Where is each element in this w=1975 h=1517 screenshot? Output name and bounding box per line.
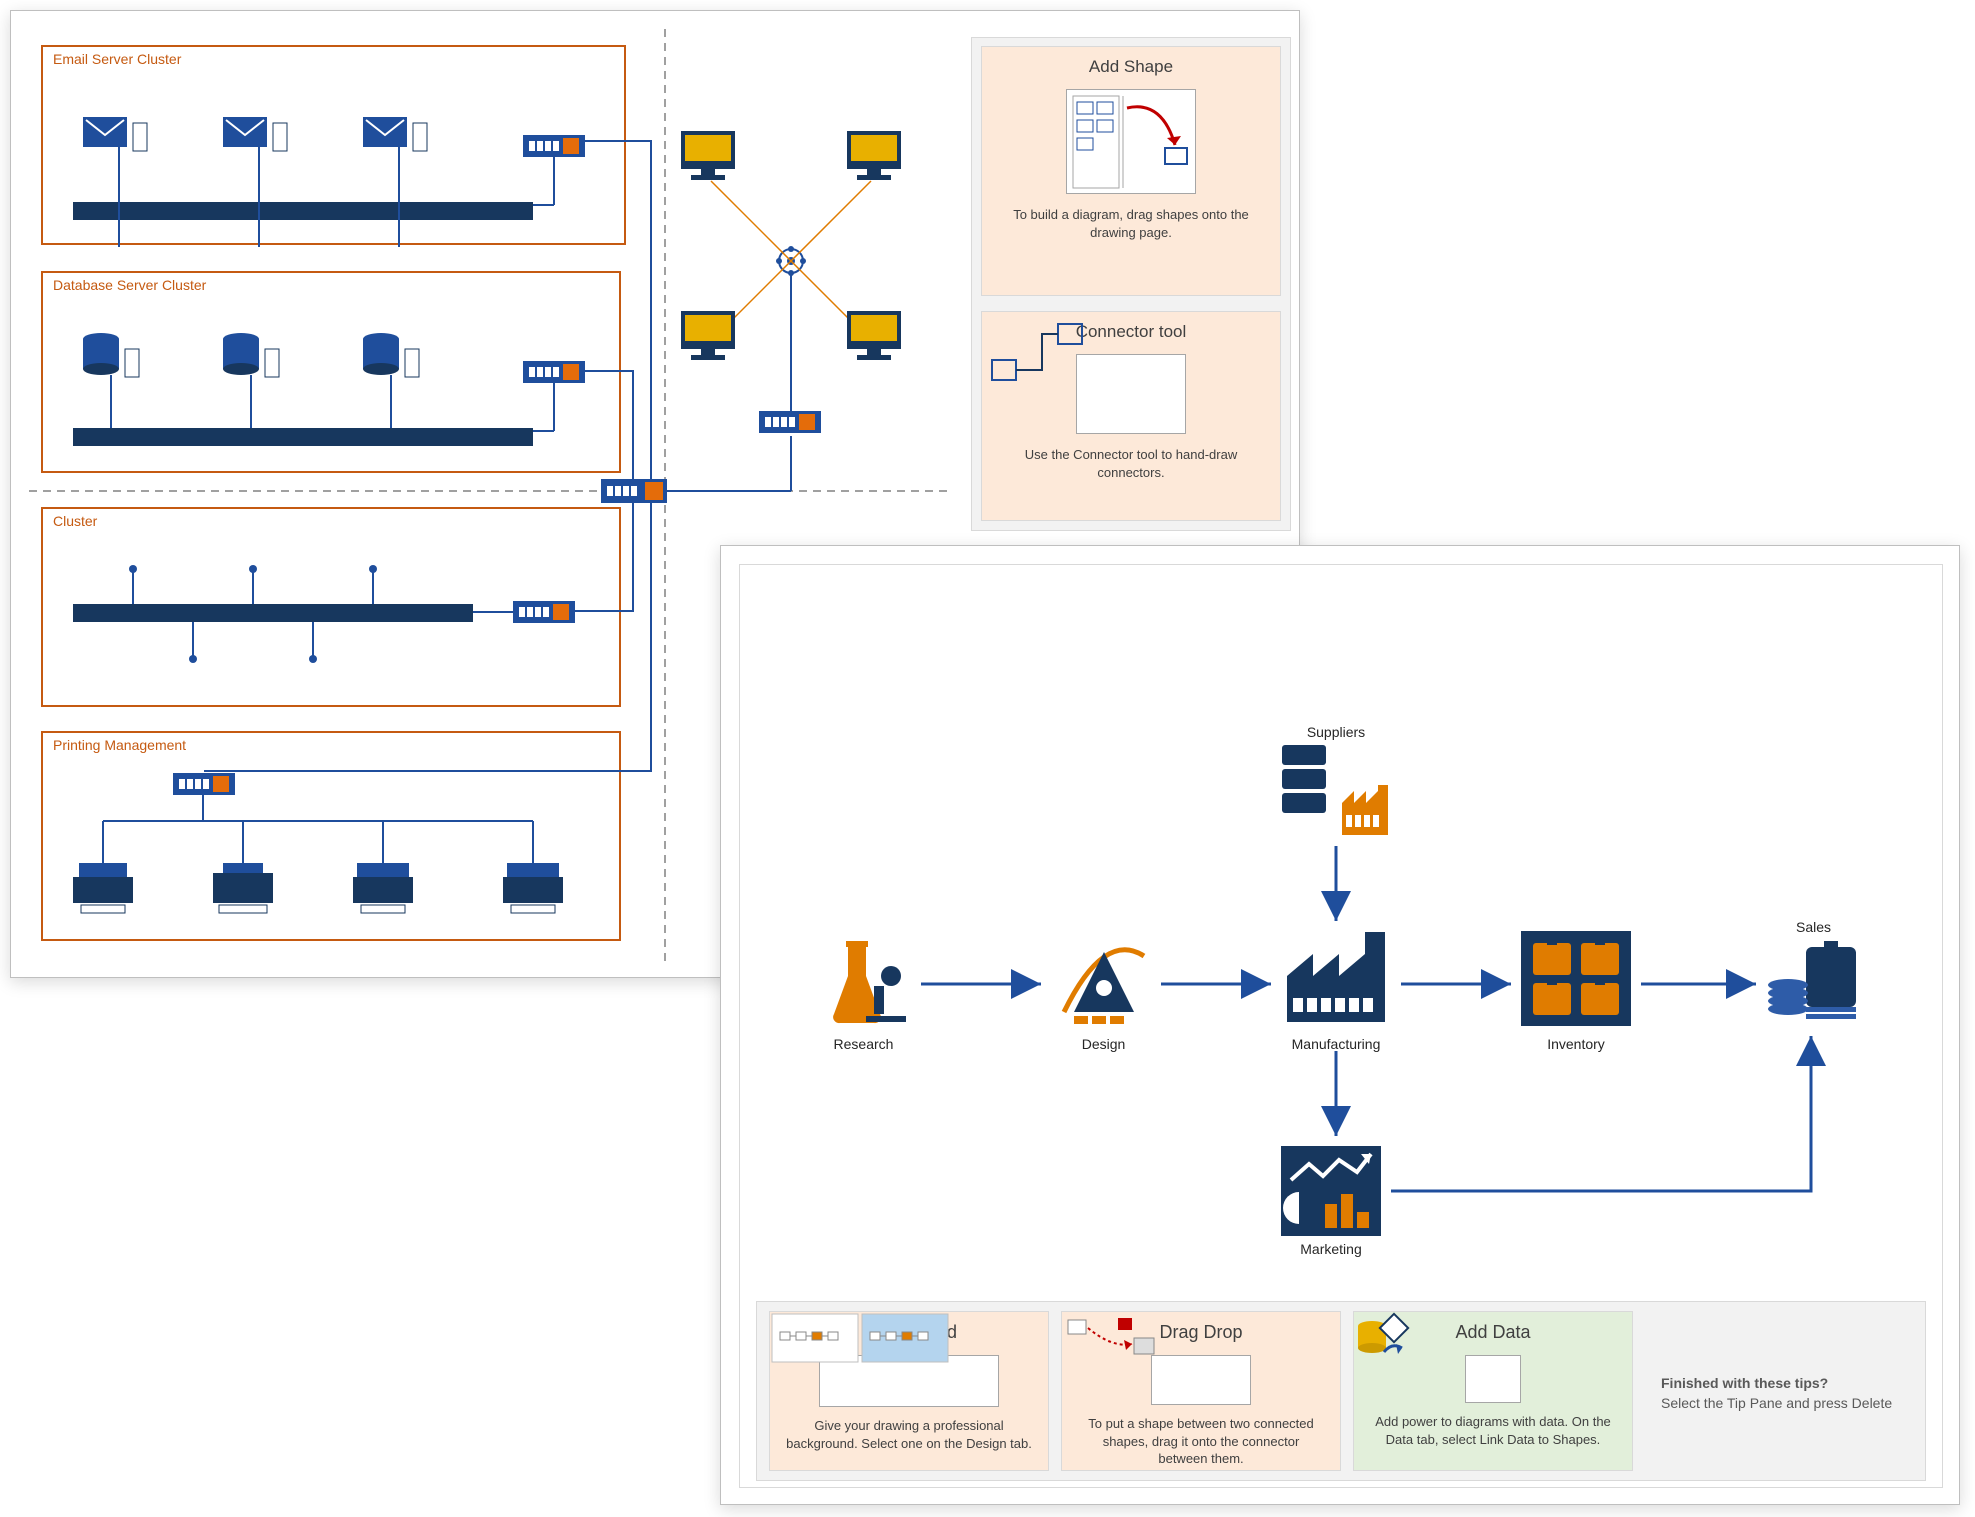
generic-cluster-svg	[43, 509, 623, 709]
marketing-icon	[1281, 1146, 1381, 1236]
design-icon	[1056, 936, 1151, 1026]
connector-tool-tip: Connector tool Use the Connector tool to…	[981, 311, 1281, 521]
tip-caption: Give your drawing a professional backgro…	[770, 1407, 1048, 1464]
generic-cluster: Cluster	[41, 507, 621, 707]
finished-tips-text: Finished with these tips? Select the Tip…	[1661, 1374, 1911, 1413]
sales-icon	[1766, 931, 1861, 1026]
email-server-cluster: Email Server Cluster	[41, 45, 626, 245]
manufacturing-label: Manufacturing	[1273, 1036, 1399, 1052]
tip-caption: To build a diagram, drag shapes onto the…	[982, 194, 1280, 255]
process-flow-window: Research Design Manufacturing	[720, 545, 1960, 1505]
finished-line2: Select the Tip Pane and press Delete	[1661, 1394, 1911, 1414]
add-shape-tip: Add Shape To build a diagram, drag shape…	[981, 46, 1281, 296]
sales-label: Sales	[1766, 919, 1861, 935]
design-label: Design	[1056, 1036, 1151, 1052]
print-cluster-svg	[43, 733, 623, 943]
background-tip: Background Give your drawing a professio…	[769, 1311, 1049, 1471]
drag-drop-tip: Drag Drop To put a shape between two con…	[1061, 1311, 1341, 1471]
suppliers-label: Suppliers	[1281, 724, 1391, 740]
add-data-tip: Add Data Add power to diagrams with data…	[1353, 1311, 1633, 1471]
tip-illustration	[1151, 1355, 1251, 1405]
research-label: Research	[816, 1036, 911, 1052]
tip-illustration	[1465, 1355, 1521, 1403]
database-server-cluster: Database Server Cluster	[41, 271, 621, 473]
email-cluster-svg	[43, 47, 628, 247]
research-icon	[816, 936, 911, 1026]
inventory-icon	[1521, 931, 1631, 1026]
marketing-label: Marketing	[1281, 1241, 1381, 1257]
tip-title: Add Shape	[982, 47, 1280, 77]
inventory-label: Inventory	[1521, 1036, 1631, 1052]
manufacturing-icon	[1281, 926, 1391, 1026]
printing-management-cluster: Printing Management	[41, 731, 621, 941]
db-cluster-svg	[43, 273, 623, 475]
tip-caption: To put a shape between two connected sha…	[1062, 1405, 1340, 1480]
tip-caption: Add power to diagrams with data. On the …	[1354, 1403, 1632, 1460]
tip-illustration	[1076, 354, 1186, 434]
tip-illustration	[1066, 89, 1196, 194]
tip-illustration	[819, 1355, 999, 1407]
suppliers-icon	[1276, 741, 1396, 841]
tip-caption: Use the Connector tool to hand-draw conn…	[982, 434, 1280, 495]
finished-line1: Finished with these tips?	[1661, 1374, 1911, 1394]
